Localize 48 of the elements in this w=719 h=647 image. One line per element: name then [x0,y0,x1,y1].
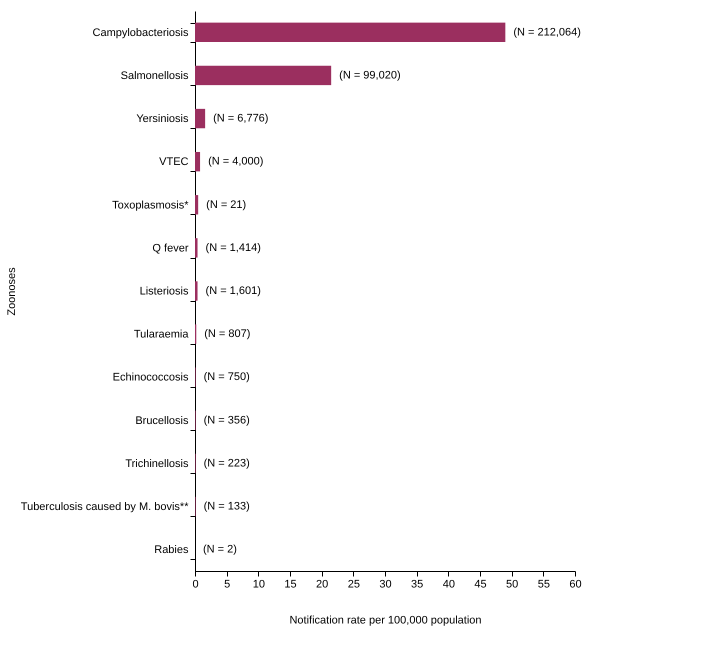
x-tick-label: 35 [411,578,424,590]
annotation: (N = 1,414) [206,242,261,254]
y-tick-label: Listeriosis [140,286,189,298]
y-tick-label: Tuberculosis caused by M. bovis** [20,501,190,514]
y-tick-label: VTEC [159,156,189,168]
bar [195,238,198,258]
annotation: (N = 356) [204,414,250,426]
x-tick-label: 0 [192,578,199,590]
annotation: (N = 223) [204,457,250,470]
annotation: (N = 133) [204,500,250,513]
x-tick-label: 50 [506,578,518,590]
bar [195,281,198,301]
y-tick-label: Tularaemia [134,328,190,341]
y-axis-title: Zoonoses [6,266,18,316]
annotation: (N = 4,000) [208,156,264,168]
bar [195,22,506,42]
x-tick-label: 55 [538,578,550,590]
bar [195,195,198,214]
x-tick-label: 45 [474,578,487,590]
y-tick-label: Campylobacteriosis [92,26,189,39]
y-tick-label: Brucellosis [135,414,189,427]
y-tick-label: Trichinellosis [125,458,189,470]
bar [195,108,206,128]
y-tick-label: Rabies [154,544,189,556]
y-tick-label: Q fever [152,242,189,254]
x-axis-title: Notification rate per 100,000 population [289,614,482,626]
y-tick-label: Echinococcosis [112,372,189,384]
annotation: (N = 750) [204,371,250,384]
x-tick-label: 60 [569,578,582,590]
bar [195,152,200,172]
x-tick-label: 15 [284,578,297,590]
annotation: (N = 21) [206,198,246,211]
annotation: (N = 807) [204,328,250,340]
x-tick-label: 40 [442,578,455,590]
x-tick-label: 25 [348,578,360,590]
x-tick-label: 5 [224,578,230,590]
y-tick-label: Salmonellosis [120,70,189,82]
y-tick-label: Yersiniosis [136,113,189,126]
annotation: (N = 2) [203,544,237,556]
x-tick-label: 10 [252,578,265,590]
annotation: (N = 212,064) [513,26,581,38]
x-tick-label: 30 [379,578,392,590]
x-tick-label: 20 [316,578,328,590]
y-tick-label: Toxoplasmosis* [112,199,190,212]
annotation: (N = 6,776) [213,112,268,125]
annotation: (N = 99,020) [339,69,401,82]
annotation: (N = 1,601) [206,285,261,297]
bar [195,66,332,86]
